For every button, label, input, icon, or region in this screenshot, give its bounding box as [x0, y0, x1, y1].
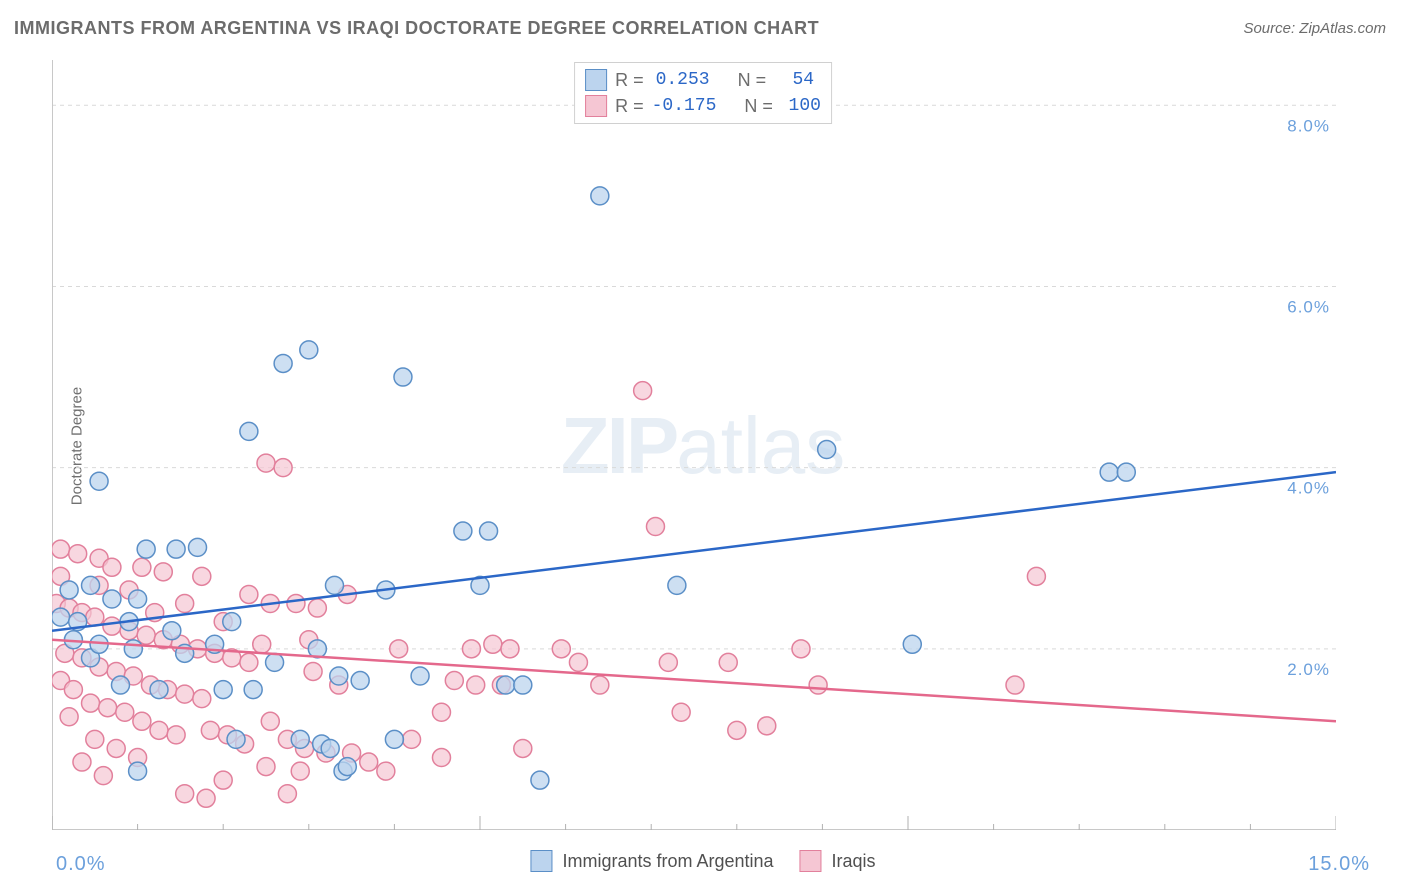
chart-container: IMMIGRANTS FROM ARGENTINA VS IRAQI DOCTO… [0, 0, 1406, 892]
x-axis-min-label: 0.0% [56, 853, 106, 876]
r-label: R = [615, 96, 644, 117]
plot-area: 2.0% 4.0% 6.0% 8.0% [52, 60, 1336, 830]
legend-item-argentina: Immigrants from Argentina [530, 850, 773, 872]
svg-text:4.0%: 4.0% [1287, 479, 1330, 498]
swatch-iraqis [800, 850, 822, 872]
n-value: 54 [774, 70, 814, 90]
x-axis-max-label: 15.0% [1308, 853, 1370, 876]
series-legend: Immigrants from Argentina Iraqis [530, 850, 875, 872]
correlation-legend: R = 0.253 N = 54 R = -0.175 N = 100 [574, 62, 832, 124]
swatch-argentina [585, 69, 607, 91]
source-attribution: Source: ZipAtlas.com [1243, 20, 1386, 37]
swatch-argentina [530, 850, 552, 872]
n-label: N = [744, 96, 773, 117]
swatch-iraqis [585, 95, 607, 117]
svg-text:2.0%: 2.0% [1287, 660, 1330, 679]
legend-row-iraqis: R = -0.175 N = 100 [585, 93, 821, 119]
legend-label: Immigrants from Argentina [562, 851, 773, 872]
r-value: -0.175 [652, 96, 717, 116]
svg-text:8.0%: 8.0% [1287, 116, 1330, 135]
r-value: 0.253 [652, 70, 710, 90]
r-label: R = [615, 70, 644, 91]
n-value: 100 [781, 96, 821, 116]
legend-item-iraqis: Iraqis [800, 850, 876, 872]
svg-text:6.0%: 6.0% [1287, 297, 1330, 316]
legend-label: Iraqis [832, 851, 876, 872]
scatter-svg: 2.0% 4.0% 6.0% 8.0% [52, 60, 1336, 830]
legend-row-argentina: R = 0.253 N = 54 [585, 67, 821, 93]
chart-title: IMMIGRANTS FROM ARGENTINA VS IRAQI DOCTO… [14, 18, 819, 39]
n-label: N = [738, 70, 767, 91]
